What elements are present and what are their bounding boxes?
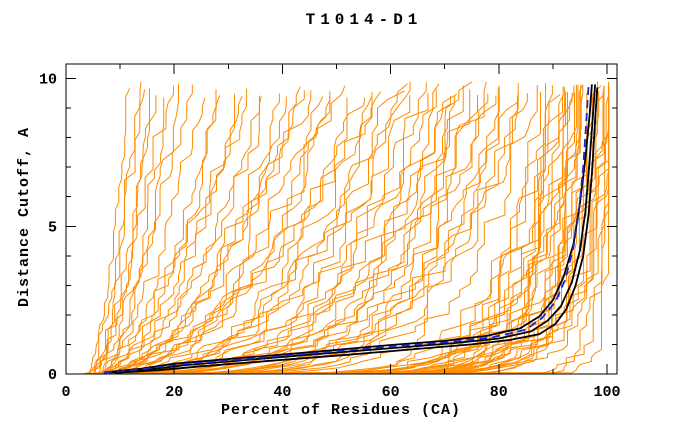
model-curve <box>82 89 437 375</box>
model-curve <box>93 90 305 375</box>
model-curve <box>98 95 478 375</box>
model-curve <box>101 95 563 375</box>
model-curve <box>103 97 165 375</box>
y-tick-label: 0 <box>48 367 57 384</box>
model-curve <box>98 88 150 375</box>
model-curve <box>94 82 427 375</box>
model-curve <box>83 85 553 375</box>
model-curve <box>99 90 312 375</box>
model-curve <box>87 84 583 375</box>
x-tick-label: 80 <box>490 384 508 401</box>
model-curve <box>88 96 518 375</box>
model-curve <box>98 95 221 375</box>
model-curve <box>98 97 348 375</box>
model-curve <box>95 91 567 375</box>
x-tick-label: 0 <box>61 384 70 401</box>
model-curve <box>98 96 287 375</box>
best-model-curve <box>109 84 596 374</box>
best-model-curve <box>103 84 593 374</box>
model-curve <box>98 97 206 375</box>
model-curve <box>98 96 243 375</box>
model-curve <box>92 95 609 375</box>
model-curve <box>92 96 324 375</box>
model-curve <box>103 96 372 375</box>
model-curve <box>92 85 602 375</box>
model-curve <box>92 88 131 375</box>
model-curve <box>87 89 146 375</box>
model-curve <box>93 95 157 375</box>
model-curve <box>82 91 373 375</box>
model-curve <box>87 94 235 375</box>
model-curve <box>92 92 575 375</box>
model-curve <box>98 82 519 375</box>
model-curve <box>94 81 473 375</box>
plot-frame <box>65 63 618 375</box>
model-curve <box>89 92 568 375</box>
model-curve <box>92 92 541 375</box>
model-curve <box>88 95 411 375</box>
model-curve <box>87 89 610 375</box>
model-curve <box>92 85 174 375</box>
model-curve <box>88 93 458 375</box>
model-curve <box>98 86 605 375</box>
x-tick-label: 40 <box>273 384 291 401</box>
model-curve <box>98 81 411 375</box>
model-curve <box>93 84 579 375</box>
model-curve <box>95 85 605 375</box>
y-tick-label: 10 <box>39 72 57 89</box>
model-curve <box>82 88 248 375</box>
x-tick-label: 60 <box>382 384 400 401</box>
model-curve <box>92 87 565 375</box>
model-curve <box>98 85 464 375</box>
y-tick-label: 5 <box>48 219 57 236</box>
model-curve <box>87 96 609 375</box>
x-axis-label: Percent of Residues (CA) <box>220 402 462 419</box>
reference-curve <box>103 84 590 374</box>
model-curve <box>92 83 408 375</box>
model-curve <box>87 95 452 375</box>
model-curve <box>94 95 497 375</box>
model-curve <box>100 83 546 375</box>
model-curve <box>98 83 440 375</box>
model-curve <box>98 95 331 375</box>
model-curve <box>105 96 262 375</box>
model-curve <box>89 85 346 375</box>
model-curve <box>93 95 260 375</box>
best-model-curve <box>114 87 599 374</box>
model-curve <box>87 84 193 375</box>
chart-title: T1014-D1 <box>305 11 423 29</box>
model-curve <box>92 91 382 375</box>
model-curve <box>98 91 331 375</box>
x-tick-label: 20 <box>165 384 183 401</box>
y-axis-label: Distance Cutoff, A <box>16 126 33 307</box>
model-curve <box>93 81 610 375</box>
model-curve <box>98 95 610 375</box>
x-tick-label: 100 <box>593 384 620 401</box>
